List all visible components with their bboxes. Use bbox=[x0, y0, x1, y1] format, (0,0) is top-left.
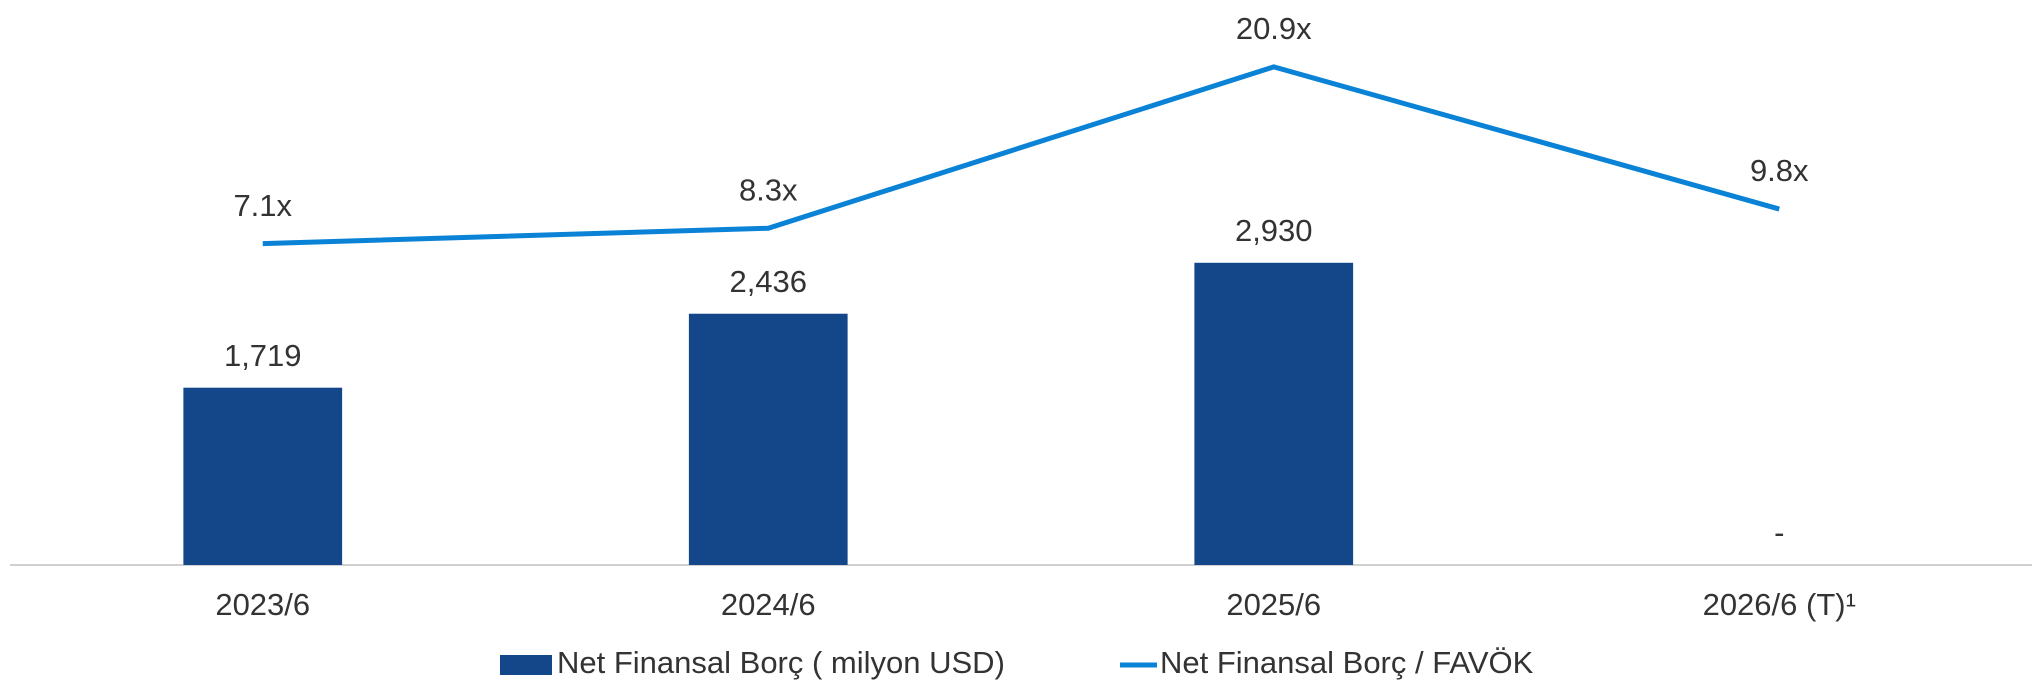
bar bbox=[183, 387, 343, 565]
line-value-label: 9.8x bbox=[1750, 153, 1809, 188]
line-value-label: 20.9x bbox=[1236, 11, 1312, 46]
x-tick-label: 2024/6 bbox=[721, 587, 816, 622]
legend-swatch bbox=[500, 655, 552, 675]
bar-value-label: 1,719 bbox=[224, 338, 302, 373]
legend-label: Net Finansal Borç ( milyon USD) bbox=[557, 645, 1005, 680]
bar-value-label: - bbox=[1774, 515, 1784, 550]
line-value-label: 8.3x bbox=[739, 172, 798, 207]
x-tick-label: 2025/6 bbox=[1226, 587, 1321, 622]
bar-value-label: 2,930 bbox=[1235, 213, 1313, 248]
bar-value-label: 2,436 bbox=[729, 264, 807, 299]
legend-label: Net Finansal Borç / FAVÖK bbox=[1160, 645, 1534, 680]
x-tick-label: 2023/6 bbox=[215, 587, 310, 622]
bar bbox=[1194, 262, 1354, 565]
bar bbox=[688, 313, 848, 565]
x-tick-label: 2026/6 (T)¹ bbox=[1703, 587, 1856, 622]
line bbox=[262, 64, 1780, 247]
line-value-label: 7.1x bbox=[233, 188, 292, 223]
